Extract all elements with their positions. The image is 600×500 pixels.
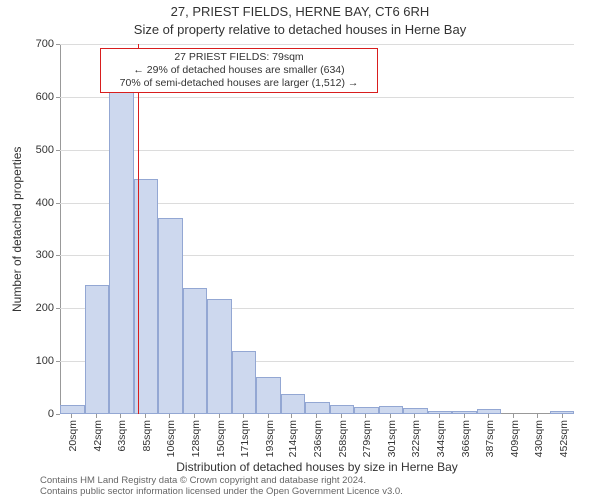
info-box-line: 27 PRIEST FIELDS: 79sqm [107, 51, 371, 64]
x-tick-label: 387sqm [484, 420, 496, 457]
x-tick-label: 430sqm [533, 420, 545, 457]
y-tick-mark [56, 203, 60, 204]
x-tick-mark [562, 414, 563, 418]
x-tick-mark [71, 414, 72, 418]
x-tick-label: 150sqm [215, 420, 227, 457]
y-tick-label: 500 [36, 144, 54, 156]
x-tick-mark [513, 414, 514, 418]
histogram-bar [183, 288, 208, 414]
x-tick-mark [365, 414, 366, 418]
x-tick-mark [268, 414, 269, 418]
x-tick-mark [243, 414, 244, 418]
y-tick-label: 700 [36, 38, 54, 50]
histogram-bar [60, 405, 85, 415]
x-tick-mark [316, 414, 317, 418]
x-tick-mark [145, 414, 146, 418]
x-axis-label: Distribution of detached houses by size … [60, 460, 574, 474]
histogram-bar [477, 409, 502, 414]
x-tick-label: 236sqm [312, 420, 324, 457]
histogram-bar [354, 407, 379, 414]
histogram-bar [330, 405, 355, 415]
x-tick-label: 366sqm [460, 420, 472, 457]
histogram-bar [85, 285, 110, 415]
x-tick-label: 106sqm [165, 420, 177, 457]
y-axis-label: Number of detached properties [10, 44, 24, 414]
x-tick-mark [439, 414, 440, 418]
x-tick-label: 409sqm [509, 420, 521, 457]
property-marker-line [138, 44, 139, 414]
histogram-bar [134, 179, 159, 414]
histogram-bar [158, 218, 183, 414]
y-tick-mark [56, 361, 60, 362]
plot-area: 010020030040050060070020sqm42sqm63sqm85s… [60, 44, 574, 414]
info-box: 27 PRIEST FIELDS: 79sqm← 29% of detached… [100, 48, 378, 93]
footer-line-2: Contains public sector information licen… [40, 487, 592, 498]
x-tick-label: 322sqm [410, 420, 422, 457]
x-tick-label: 452sqm [558, 420, 570, 457]
gridline-h [60, 44, 574, 45]
title-subtitle: Size of property relative to detached ho… [0, 22, 600, 37]
y-tick-mark [56, 308, 60, 309]
footer-attribution: Contains HM Land Registry data © Crown c… [40, 476, 592, 498]
y-tick-label: 200 [36, 302, 54, 314]
x-tick-mark [219, 414, 220, 418]
x-tick-mark [390, 414, 391, 418]
x-tick-label: 193sqm [264, 420, 276, 457]
x-tick-label: 63sqm [116, 420, 128, 452]
x-tick-label: 214sqm [287, 420, 299, 457]
y-tick-mark [56, 150, 60, 151]
x-tick-label: 171sqm [239, 420, 251, 457]
gridline-h [60, 150, 574, 151]
info-box-line: 70% of semi-detached houses are larger (… [107, 77, 371, 90]
x-tick-mark [291, 414, 292, 418]
x-tick-mark [169, 414, 170, 418]
histogram-bar [281, 394, 306, 414]
y-tick-label: 100 [36, 355, 54, 367]
histogram-bar [403, 408, 428, 414]
gridline-h [60, 97, 574, 98]
histogram-bar [379, 406, 404, 414]
y-tick-label: 400 [36, 197, 54, 209]
x-tick-mark [194, 414, 195, 418]
info-box-line: ← 29% of detached houses are smaller (63… [107, 64, 371, 77]
x-tick-label: 258sqm [337, 420, 349, 457]
x-tick-mark [488, 414, 489, 418]
histogram-bar [232, 351, 257, 414]
chart-root: 27, PRIEST FIELDS, HERNE BAY, CT6 6RH Si… [0, 0, 600, 500]
x-tick-mark [96, 414, 97, 418]
x-tick-mark [120, 414, 121, 418]
x-tick-mark [414, 414, 415, 418]
y-tick-mark [56, 97, 60, 98]
x-tick-mark [341, 414, 342, 418]
x-tick-label: 344sqm [435, 420, 447, 457]
y-tick-label: 0 [48, 408, 54, 420]
y-tick-mark [56, 414, 60, 415]
x-tick-label: 301sqm [386, 420, 398, 457]
x-tick-mark [537, 414, 538, 418]
histogram-bar [207, 299, 232, 414]
y-tick-mark [56, 255, 60, 256]
x-tick-label: 20sqm [67, 420, 79, 452]
y-axis-line [60, 44, 61, 414]
x-tick-mark [464, 414, 465, 418]
histogram-bar [109, 92, 134, 414]
x-tick-label: 42sqm [92, 420, 104, 452]
title-address: 27, PRIEST FIELDS, HERNE BAY, CT6 6RH [0, 4, 600, 19]
histogram-bar [256, 377, 281, 414]
histogram-bar [305, 402, 330, 414]
x-tick-label: 85sqm [141, 420, 153, 452]
x-tick-label: 279sqm [361, 420, 373, 457]
y-tick-mark [56, 44, 60, 45]
y-tick-label: 300 [36, 249, 54, 261]
x-tick-label: 128sqm [190, 420, 202, 457]
y-tick-label: 600 [36, 91, 54, 103]
